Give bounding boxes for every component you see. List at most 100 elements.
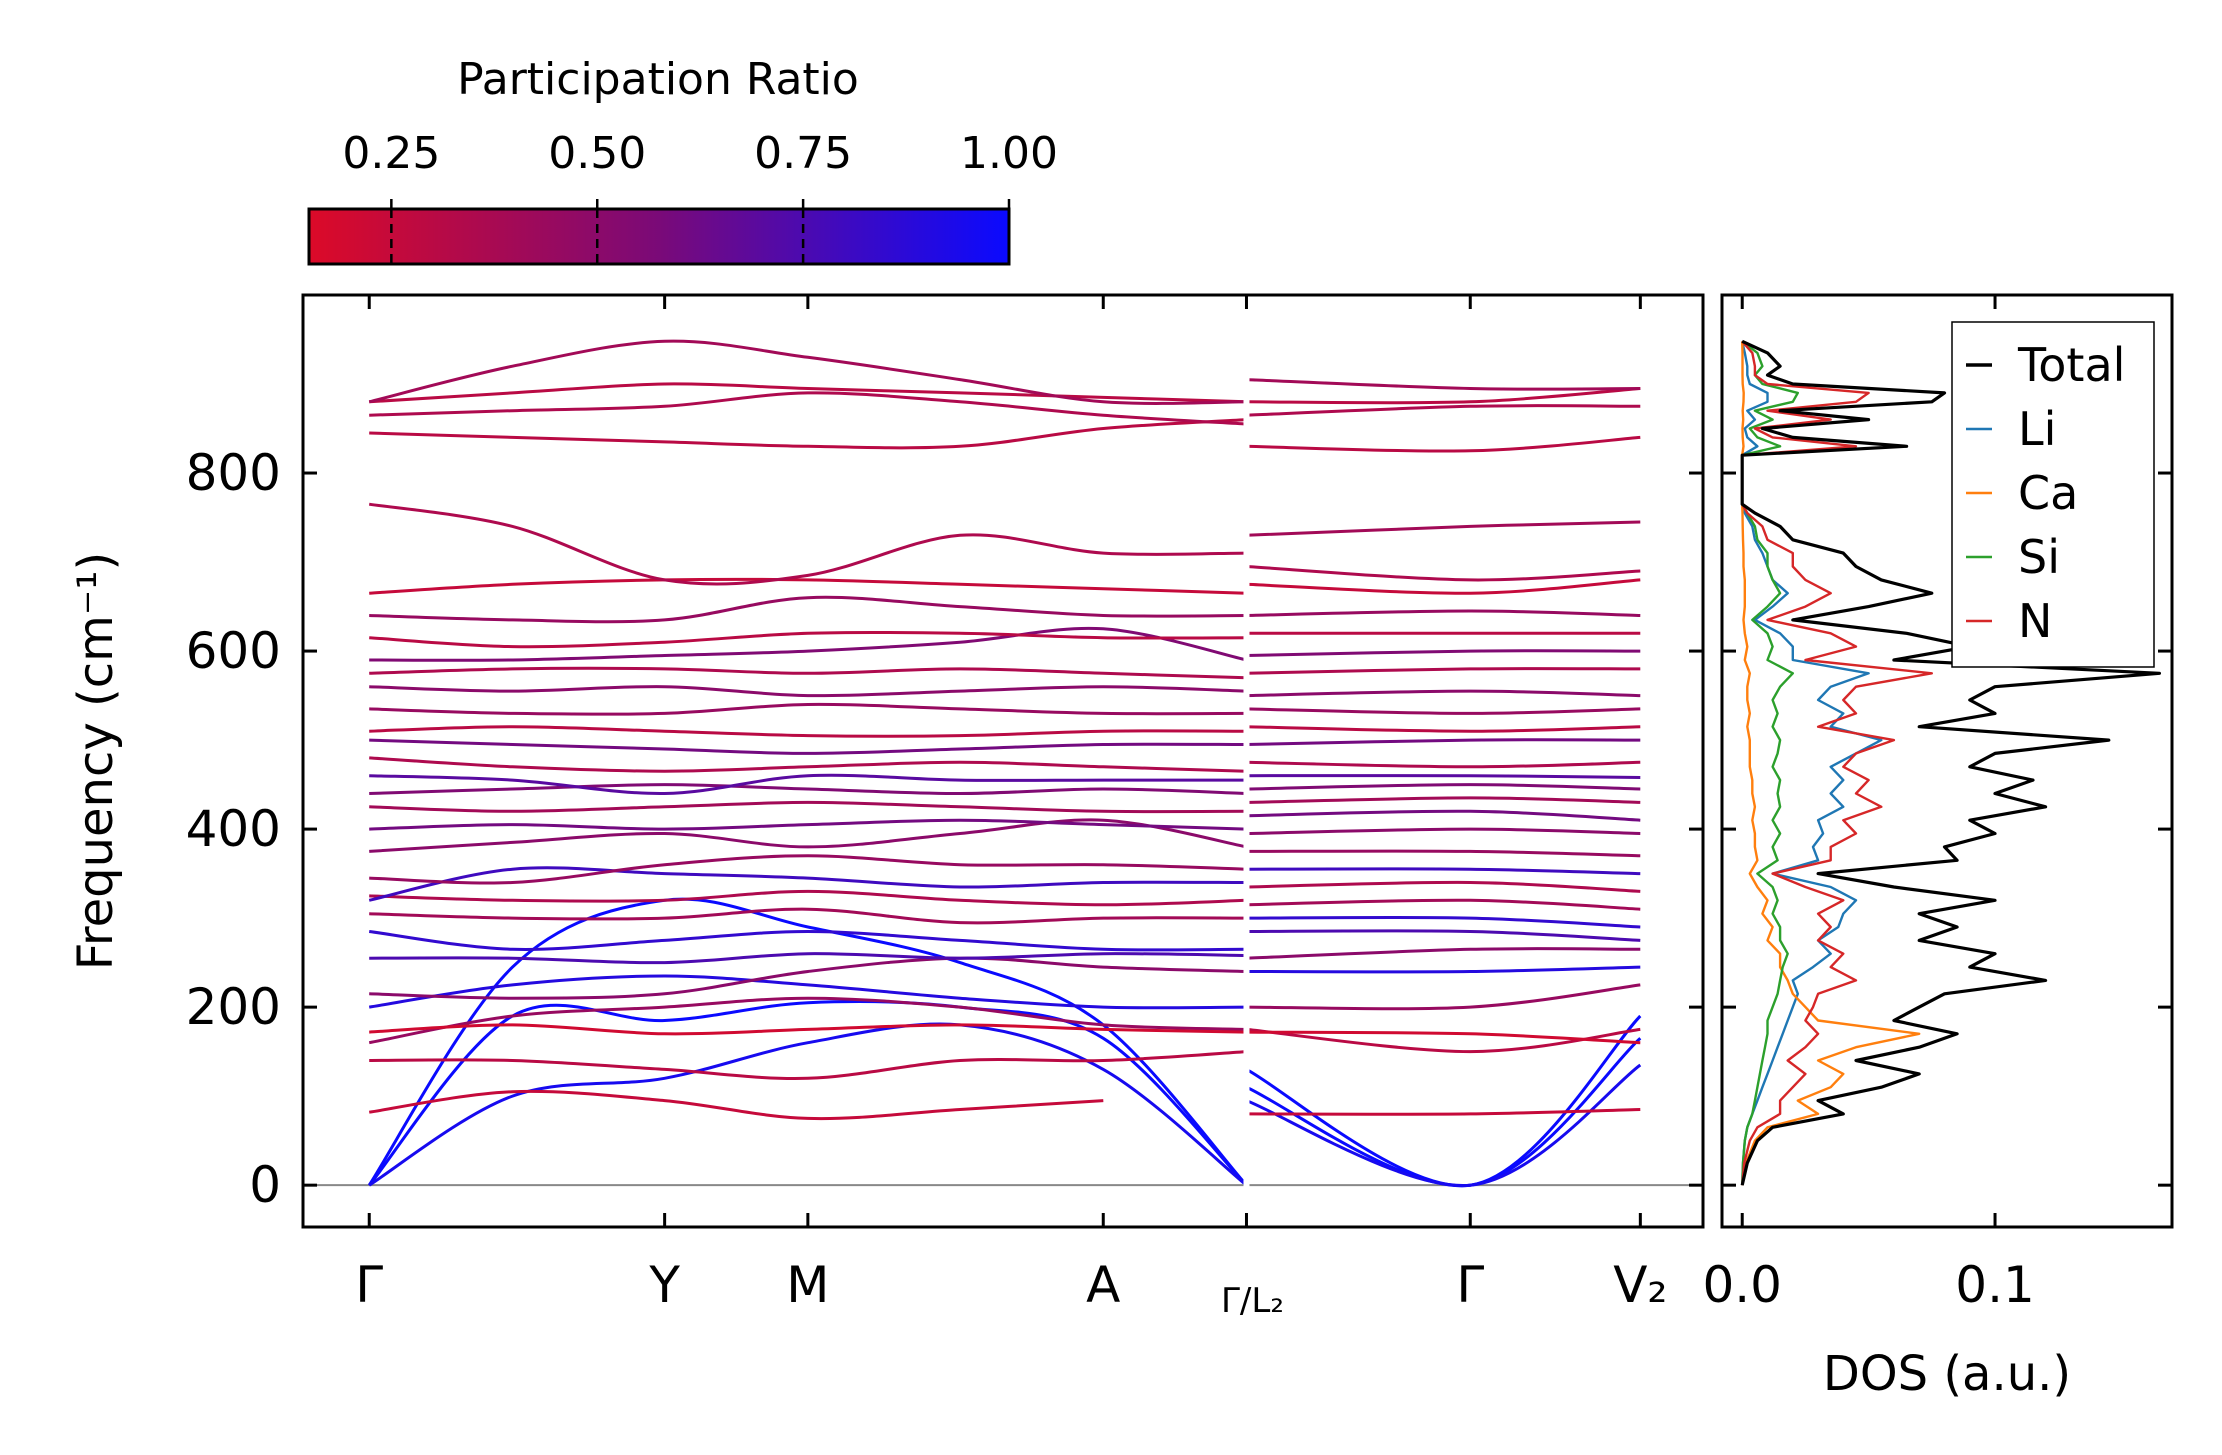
- phonon-branch: [1246, 738, 1641, 746]
- phonon-branch: [369, 738, 1247, 755]
- phonon-branch: [1246, 649, 1641, 657]
- colorbar: Participation Ratio 0.25 0.50 0.75 1.00: [307, 54, 1058, 266]
- phonon-branch: [1246, 1030, 1641, 1045]
- colorbar-tick-label: 0.50: [548, 128, 646, 179]
- phonon-branch: [369, 725, 1247, 738]
- phonon-branch: [369, 818, 1247, 853]
- y-tick-label: 800: [186, 444, 281, 502]
- phonon-branch: [369, 626, 1247, 662]
- colorbar-gradient: [307, 207, 1011, 266]
- phonon-branch: [368, 996, 1247, 1045]
- phonon-branch: [1246, 774, 1641, 779]
- x-tick-label: A: [1086, 1256, 1120, 1314]
- legend: Total Li Ca Si N: [1951, 321, 2155, 668]
- phonon-branch: [1246, 827, 1641, 835]
- colorbar-title: Participation Ratio: [457, 54, 859, 105]
- phonon-branch: [369, 929, 1247, 952]
- phonon-branch: [1246, 1108, 1641, 1116]
- phonon-branch: [369, 783, 1247, 796]
- phonon-branch: [1246, 915, 1641, 929]
- phonon-branch: [1246, 667, 1641, 675]
- phonon-branch: [369, 952, 1247, 965]
- legend-label: Ca: [2018, 466, 2078, 520]
- phonon-branch: [1246, 378, 1641, 391]
- y-tick-label: 0: [249, 1156, 281, 1214]
- x-tick-label: Γ/L₂: [1221, 1281, 1284, 1321]
- phonon-branch: [1246, 783, 1641, 791]
- phonon-branch: [1246, 707, 1641, 715]
- x-tick-label: Γ: [355, 1256, 383, 1314]
- y-tick-label: 600: [186, 622, 281, 680]
- phonon-branch: [368, 1022, 1248, 1187]
- phonon-branch: [368, 339, 1247, 405]
- phonon-branch: [1246, 609, 1641, 617]
- phonon-branch: [1246, 689, 1641, 698]
- phonon-branch: [1246, 565, 1641, 582]
- dos-curve-si: [1741, 340, 1799, 1186]
- phonon-branch: [369, 595, 1247, 624]
- colorbar-tick-label: 0.75: [754, 128, 852, 179]
- phonon-branch: [1246, 578, 1641, 595]
- phonon-branch: [369, 577, 1247, 595]
- phonon-branch: [369, 1050, 1247, 1080]
- phonon-branch: [1246, 387, 1641, 405]
- phonon-branch: [1246, 404, 1641, 417]
- phonon-branch: [1246, 849, 1641, 858]
- dos-curve-ca: [1741, 341, 1921, 1186]
- x-axis-label-dos: DOS (a.u.): [1823, 1346, 2071, 1402]
- legend-label: N: [2018, 594, 2052, 648]
- phonon-branch: [369, 773, 1247, 796]
- phonon-branch: [1246, 965, 1641, 974]
- phonon-branch: [369, 630, 1247, 649]
- band-structure-panel: 0 200 400 600 800 Γ Y M A Γ/L₂ Γ V₂ Frequency (cm⁻¹…: [68, 293, 1705, 1321]
- phonon-branch: [1246, 809, 1641, 822]
- phonon-branch: [369, 702, 1247, 716]
- phonon-branch: [369, 956, 1247, 1000]
- dos-plot-frame: [1720, 293, 2174, 1229]
- phonon-branch: [369, 1023, 1247, 1036]
- phonon-branch: [369, 907, 1247, 925]
- phonon-branch: [1246, 796, 1641, 804]
- colorbar-tick-label: 1.00: [960, 128, 1058, 179]
- phonon-branch: [1246, 983, 1641, 1011]
- phonon-branch: [368, 866, 1247, 902]
- phonon-branch: [1246, 760, 1641, 769]
- phonon-branch: [368, 1089, 1104, 1121]
- legend-label: Si: [2018, 530, 2060, 584]
- colorbar-tick-label: 0.25: [342, 128, 440, 179]
- phonon-branch: [369, 391, 1247, 426]
- dos-x-tick-label: 0.0: [1702, 1256, 1782, 1314]
- y-tick-label: 200: [186, 978, 281, 1036]
- phonon-branch: [369, 666, 1247, 680]
- legend-box: [1951, 321, 2155, 668]
- phonon-branch: [369, 685, 1247, 698]
- phonon-branch: [368, 502, 1247, 586]
- phonon-branch: [369, 418, 1247, 450]
- phonon-branch: [369, 800, 1247, 814]
- x-tick-label: Γ: [1456, 1256, 1484, 1314]
- x-tick-label: Y: [648, 1256, 680, 1314]
- dos-curve-n: [1741, 340, 1933, 1186]
- dos-curve-total: [1740, 339, 2161, 1186]
- phonon-branch: [369, 818, 1247, 831]
- phonon-branch: [1246, 725, 1641, 733]
- y-axis-label: Frequency (cm⁻¹): [68, 552, 124, 970]
- x-tick-label: M: [786, 1256, 829, 1314]
- phonon-branch: [1245, 1063, 1642, 1187]
- legend-label: Total: [2017, 338, 2125, 392]
- phonon-branch: [369, 854, 1247, 885]
- phonon-branch: [1246, 435, 1641, 453]
- phonon-branch: [369, 382, 1247, 404]
- dos-x-tick-label: 0.1: [1955, 1256, 2035, 1314]
- phonon-branch: [1246, 1027, 1641, 1054]
- y-tick-label: 400: [186, 800, 281, 858]
- dos-panel: 0.0 0.1 DOS (a.u.) Total Li Ca Si N: [1702, 293, 2174, 1402]
- band-plot-frame: [301, 293, 1705, 1229]
- phonon-branch: [1246, 880, 1641, 893]
- phonon-branch: [1245, 1014, 1642, 1188]
- phonon-branch: [1246, 520, 1641, 537]
- phonon-branch: [368, 974, 1247, 1010]
- phonon-branch: [1246, 947, 1641, 960]
- x-tick-label: V₂: [1613, 1256, 1667, 1314]
